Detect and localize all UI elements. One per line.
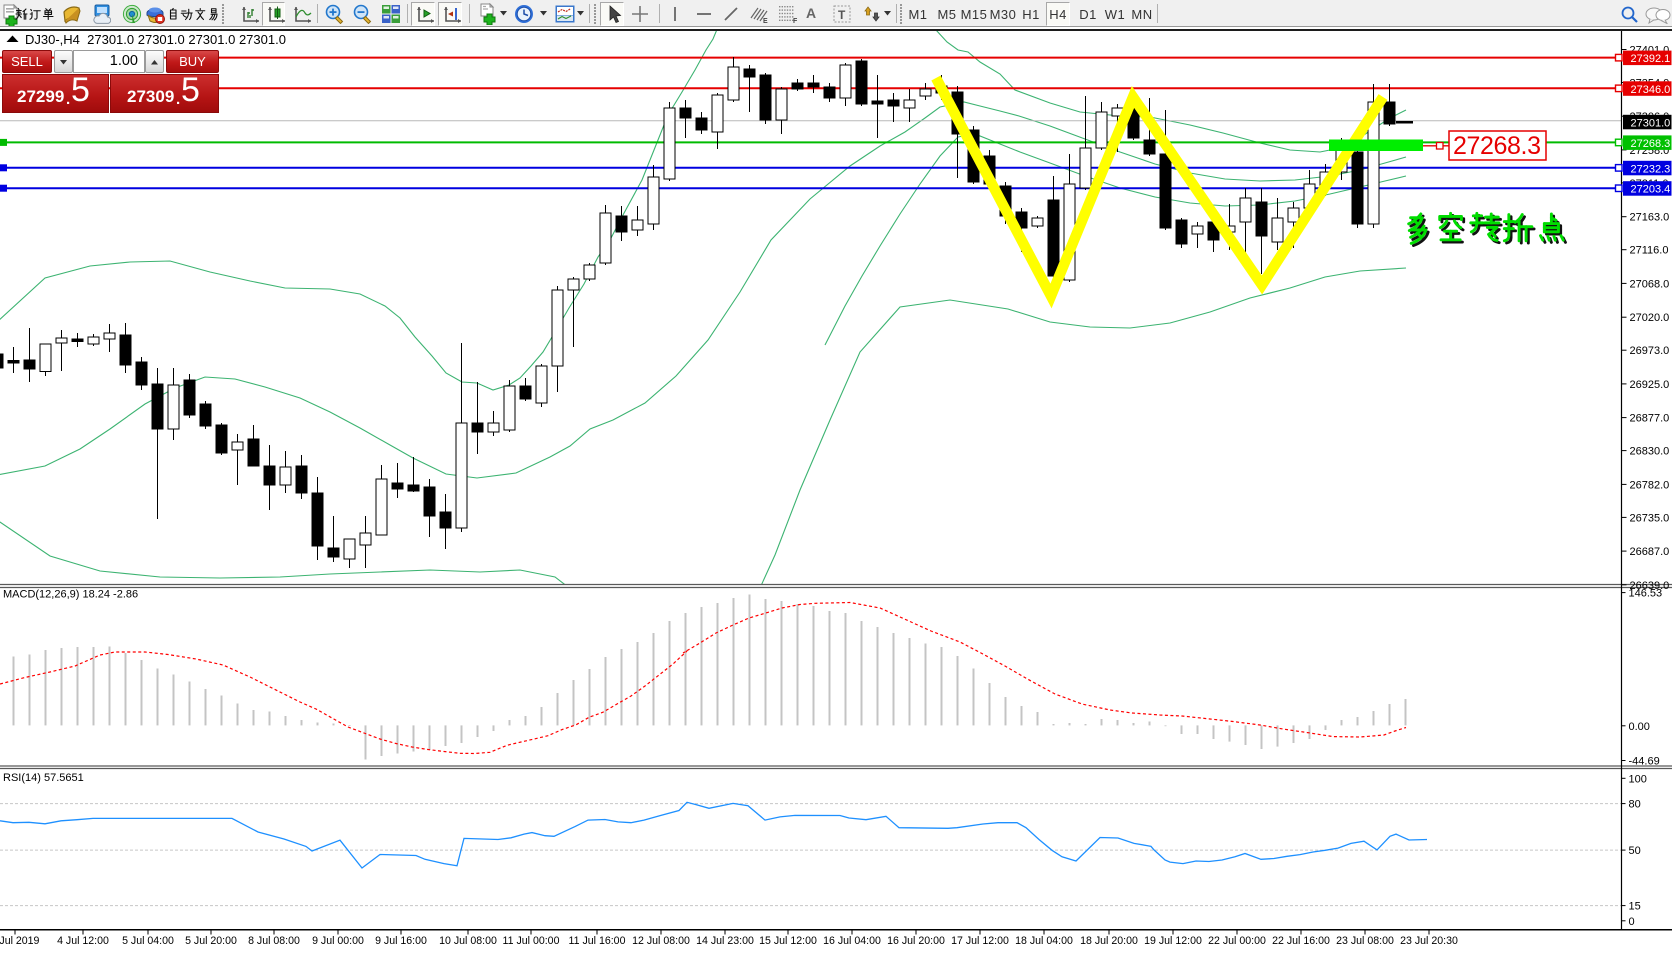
svg-text:8 Jul 08:00: 8 Jul 08:00	[248, 935, 300, 947]
svg-text:27392.1: 27392.1	[1631, 53, 1671, 65]
svg-text:0.00: 0.00	[1629, 721, 1650, 733]
svg-text:12 Jul 08:00: 12 Jul 08:00	[632, 935, 690, 947]
svg-text:26877.0: 26877.0	[1630, 413, 1670, 425]
svg-text:9 Jul 00:00: 9 Jul 00:00	[312, 935, 364, 947]
svg-text:17 Jul 12:00: 17 Jul 12:00	[951, 935, 1009, 947]
svg-text:26782.0: 26782.0	[1630, 479, 1670, 491]
svg-text:23 Jul 20:30: 23 Jul 20:30	[1400, 935, 1458, 947]
svg-text:23 Jul 08:00: 23 Jul 08:00	[1336, 935, 1394, 947]
svg-text:80: 80	[1629, 799, 1641, 811]
svg-text:16 Jul 04:00: 16 Jul 04:00	[823, 935, 881, 947]
svg-text:22 Jul 16:00: 22 Jul 16:00	[1272, 935, 1330, 947]
svg-text:-44.69: -44.69	[1629, 756, 1660, 768]
svg-text:T: T	[838, 8, 846, 22]
svg-text:100: 100	[1629, 773, 1647, 785]
svg-text:27020.0: 27020.0	[1630, 312, 1670, 324]
svg-text:F: F	[793, 18, 798, 24]
svg-text:MACD(12,26,9) 18.24 -2.86: MACD(12,26,9) 18.24 -2.86	[3, 589, 138, 601]
svg-text:27301.0: 27301.0	[1631, 117, 1671, 129]
svg-text:27268.3: 27268.3	[1631, 138, 1671, 150]
svg-text:15: 15	[1629, 901, 1641, 913]
svg-text:27163.0: 27163.0	[1630, 212, 1670, 224]
svg-text:26687.0: 26687.0	[1630, 546, 1670, 558]
svg-text:5 Jul 04:00: 5 Jul 04:00	[122, 935, 174, 947]
svg-text:E: E	[763, 18, 768, 24]
svg-text:26973.0: 26973.0	[1630, 345, 1670, 357]
svg-text:146.53: 146.53	[1629, 588, 1663, 600]
svg-text:50: 50	[1629, 845, 1641, 857]
svg-text:27232.3: 27232.3	[1631, 163, 1671, 175]
svg-text:RSI(14) 57.5651: RSI(14) 57.5651	[3, 772, 84, 784]
svg-text:5 Jul 20:00: 5 Jul 20:00	[185, 935, 237, 947]
svg-text:27346.0: 27346.0	[1631, 84, 1671, 96]
svg-text:18 Jul 04:00: 18 Jul 04:00	[1015, 935, 1073, 947]
svg-text:26830.0: 26830.0	[1630, 446, 1670, 458]
svg-text:DJ30-,H4 27301.0 27301.0 2730: DJ30-,H4 27301.0 27301.0 27301.0 27301.0	[25, 32, 286, 47]
svg-text:9 Jul 16:00: 9 Jul 16:00	[375, 935, 427, 947]
svg-text:10 Jul 08:00: 10 Jul 08:00	[439, 935, 497, 947]
svg-text:4 Jul 12:00: 4 Jul 12:00	[57, 935, 109, 947]
svg-text:16 Jul 20:00: 16 Jul 20:00	[887, 935, 945, 947]
svg-text:11 Jul 00:00: 11 Jul 00:00	[503, 935, 560, 947]
svg-text:11 Jul 16:00: 11 Jul 16:00	[569, 935, 626, 947]
svg-text:27116.0: 27116.0	[1630, 245, 1669, 257]
svg-text:19 Jul 12:00: 19 Jul 12:00	[1144, 935, 1202, 947]
svg-text:3 Jul 2019: 3 Jul 2019	[0, 935, 40, 947]
svg-text:27068.0: 27068.0	[1630, 278, 1670, 290]
svg-text:0: 0	[1629, 916, 1635, 928]
svg-text:26735.0: 26735.0	[1630, 512, 1670, 524]
svg-text:18 Jul 20:00: 18 Jul 20:00	[1080, 935, 1138, 947]
svg-text:26639.0: 26639.0	[1630, 580, 1670, 592]
svg-text:27268.3: 27268.3	[1453, 132, 1541, 160]
svg-text:26925.0: 26925.0	[1630, 379, 1670, 391]
svg-text:15 Jul 12:00: 15 Jul 12:00	[759, 935, 817, 947]
svg-text:27203.4: 27203.4	[1631, 184, 1671, 196]
svg-text:22 Jul 00:00: 22 Jul 00:00	[1208, 935, 1266, 947]
svg-text:14 Jul 23:00: 14 Jul 23:00	[696, 935, 754, 947]
